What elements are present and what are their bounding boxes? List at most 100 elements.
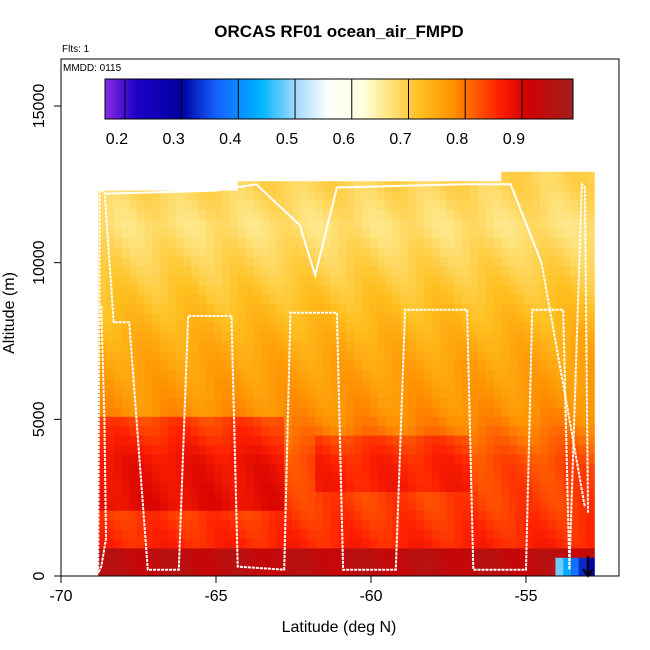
heatmap-cell bbox=[415, 275, 425, 286]
heatmap-cell bbox=[446, 416, 456, 427]
heatmap-cell bbox=[160, 435, 169, 445]
heatmap-cell bbox=[136, 369, 146, 380]
heatmap-cell bbox=[260, 416, 270, 427]
heatmap-cell bbox=[198, 529, 208, 539]
heatmap-cell bbox=[98, 491, 107, 502]
heatmap-cell bbox=[532, 218, 541, 229]
heatmap-cell bbox=[470, 557, 479, 568]
heatmap-cell bbox=[361, 416, 371, 427]
heatmap-cell bbox=[206, 547, 216, 558]
heatmap-cell bbox=[400, 388, 409, 398]
heatmap-cell bbox=[477, 341, 487, 351]
heatmap-cell bbox=[446, 190, 456, 201]
heatmap-cell bbox=[501, 510, 510, 521]
heatmap-cell bbox=[532, 322, 541, 333]
heatmap-cell bbox=[206, 322, 216, 333]
heatmap-cell bbox=[470, 406, 479, 417]
heatmap-cell bbox=[415, 397, 425, 408]
heatmap-cell bbox=[129, 228, 138, 239]
heatmap-cell bbox=[214, 341, 223, 351]
heatmap-cell bbox=[136, 519, 146, 530]
heatmap-cell bbox=[191, 463, 200, 474]
heatmap-cell bbox=[307, 247, 316, 257]
heatmap-cell bbox=[253, 256, 262, 267]
heatmap-cell bbox=[392, 397, 402, 408]
colorbar-swatch bbox=[105, 79, 109, 119]
heatmap-cell bbox=[338, 322, 347, 333]
heatmap-cell bbox=[291, 566, 301, 576]
heatmap-cell bbox=[260, 529, 270, 539]
heatmap-cell bbox=[160, 359, 169, 370]
heatmap-cell bbox=[291, 228, 301, 239]
heatmap-cell bbox=[470, 463, 479, 474]
heatmap-cell bbox=[369, 265, 378, 276]
heatmap-cell bbox=[532, 510, 541, 521]
heatmap-cell bbox=[299, 547, 309, 558]
heatmap-cell bbox=[400, 237, 409, 248]
heatmap-cell bbox=[136, 435, 146, 445]
heatmap-cell bbox=[291, 275, 301, 286]
heatmap-cell bbox=[377, 209, 386, 220]
heatmap-cell bbox=[253, 284, 262, 295]
heatmap-cell bbox=[524, 378, 533, 389]
heatmap-cell bbox=[98, 425, 107, 436]
heatmap-cell bbox=[361, 435, 371, 445]
heatmap-cell bbox=[446, 284, 456, 295]
colorbar-swatch bbox=[178, 79, 183, 119]
heatmap-cell bbox=[136, 200, 146, 210]
heatmap-cell bbox=[446, 322, 456, 333]
heatmap-cell bbox=[462, 369, 471, 380]
heatmap-cell bbox=[547, 538, 557, 549]
heatmap-cell bbox=[291, 510, 301, 521]
heatmap-cell bbox=[284, 265, 293, 276]
heatmap-cell bbox=[508, 181, 518, 192]
heatmap-cell bbox=[501, 519, 510, 530]
heatmap-cell bbox=[191, 275, 200, 286]
heatmap-cell bbox=[555, 416, 564, 427]
heatmap-cell bbox=[284, 444, 293, 455]
heatmap-cell bbox=[346, 482, 355, 492]
heatmap-cell bbox=[570, 256, 580, 267]
heatmap-cell bbox=[167, 359, 177, 370]
heatmap-cell bbox=[547, 406, 557, 417]
colorbar-swatch bbox=[245, 79, 250, 119]
heatmap-cell bbox=[493, 444, 502, 455]
heatmap-cell bbox=[175, 247, 185, 257]
heatmap-cell bbox=[291, 200, 301, 210]
heatmap-cell bbox=[532, 491, 541, 502]
heatmap-cell bbox=[570, 209, 580, 220]
heatmap-cell bbox=[408, 369, 417, 380]
heatmap-cell bbox=[408, 472, 417, 483]
heatmap-cell bbox=[113, 275, 123, 286]
heatmap-cell bbox=[454, 406, 464, 417]
heatmap-cell bbox=[113, 472, 123, 483]
heatmap-cell bbox=[253, 416, 262, 427]
heatmap-cell bbox=[245, 200, 254, 210]
heatmap-cell bbox=[485, 294, 495, 304]
heatmap-cell bbox=[260, 218, 270, 229]
heatmap-cell bbox=[493, 237, 502, 248]
heatmap-cell bbox=[98, 482, 107, 492]
chart-title: ORCAS RF01 ocean_air_FMPD bbox=[214, 22, 463, 41]
heatmap-cell bbox=[175, 237, 185, 248]
heatmap-cell bbox=[547, 463, 557, 474]
heatmap-cell bbox=[315, 265, 324, 276]
heatmap-cell bbox=[98, 529, 107, 539]
heatmap-cell bbox=[299, 425, 309, 436]
heatmap-cell bbox=[245, 510, 254, 521]
heatmap-cell bbox=[516, 378, 526, 389]
heatmap-cell bbox=[369, 237, 378, 248]
heatmap-cell bbox=[555, 312, 564, 323]
heatmap-cell bbox=[307, 294, 316, 304]
heatmap-cell bbox=[439, 200, 448, 210]
heatmap-cell bbox=[144, 557, 154, 568]
heatmap-cell bbox=[431, 547, 440, 558]
colorbar-swatch bbox=[429, 79, 434, 119]
heatmap-cell bbox=[377, 200, 386, 210]
heatmap-cell bbox=[222, 218, 231, 229]
heatmap-cell bbox=[454, 463, 464, 474]
heatmap-cell bbox=[578, 519, 588, 530]
heatmap-cell bbox=[485, 538, 495, 549]
heatmap-cell bbox=[198, 378, 208, 389]
colorbar-swatch bbox=[272, 79, 276, 119]
